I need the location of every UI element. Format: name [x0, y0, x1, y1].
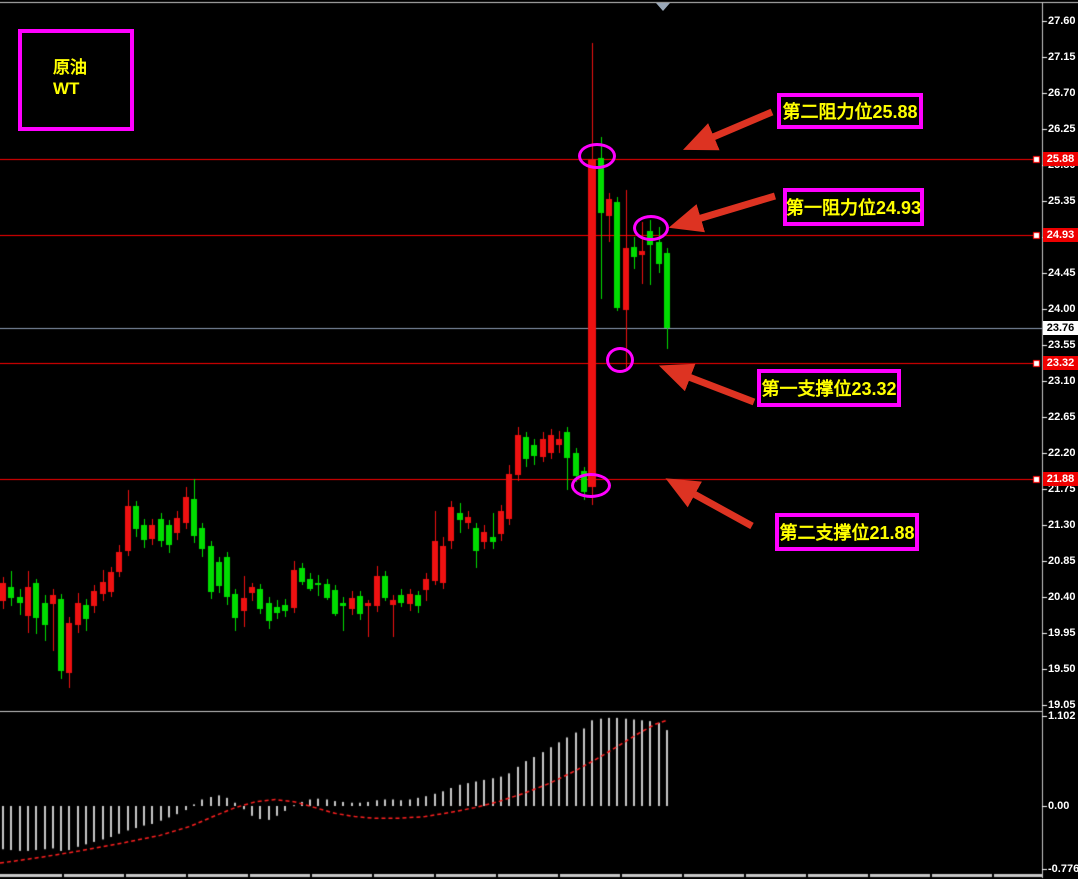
symbol-code: WT [53, 79, 80, 98]
annotation-box-resistance-1: 第一阻力位24.93 [783, 188, 924, 226]
annotation-label: 第二支撑位21.88 [779, 523, 915, 543]
y-tick-label: 23.10 [1048, 375, 1076, 387]
price-axis[interactable] [1042, 0, 1078, 879]
highlight-ellipse-support-1 [606, 347, 634, 373]
y-tick-label: 27.60 [1048, 15, 1076, 27]
symbol-name: 原油 [53, 58, 87, 77]
y-tick-label: 27.15 [1048, 51, 1076, 63]
y-tick-label: 23.55 [1048, 339, 1076, 351]
y-tick-label: 21.75 [1048, 483, 1076, 495]
annotation-label: 第一阻力位24.93 [785, 198, 922, 218]
macd-tick-label: 1.102 [1048, 710, 1076, 722]
highlight-ellipse-support-2 [571, 473, 611, 498]
y-tick-label: 20.40 [1048, 591, 1076, 603]
y-tick-label: 24.45 [1048, 267, 1076, 279]
symbol-label-box: 原油 WT [18, 29, 134, 131]
annotation-box-support-1: 第一支撑位23.32 [757, 369, 901, 407]
price-level-badge-resistance-1: 24.93 [1043, 228, 1078, 242]
highlight-ellipse-resistance-1 [633, 215, 669, 241]
y-tick-label: 25.35 [1048, 195, 1076, 207]
time-axis[interactable] [0, 872, 1042, 879]
y-tick-label: 19.05 [1048, 699, 1076, 711]
scroll-indicator-icon[interactable] [656, 3, 670, 11]
current-price-badge: 23.76 [1043, 321, 1078, 335]
y-tick-label: 26.25 [1048, 123, 1076, 135]
annotation-box-resistance-2: 第二阻力位25.88 [777, 93, 923, 129]
annotation-label: 第二阻力位25.88 [782, 102, 918, 122]
y-tick-label: 26.70 [1048, 87, 1076, 99]
y-tick-label: 22.65 [1048, 411, 1076, 423]
price-level-badge-resistance-2: 25.88 [1043, 152, 1078, 166]
macd-tick-label: -0.776 [1048, 863, 1078, 875]
annotation-box-support-2: 第二支撑位21.88 [775, 513, 919, 551]
y-tick-label: 19.50 [1048, 663, 1076, 675]
y-tick-label: 24.00 [1048, 303, 1076, 315]
y-tick-label: 21.30 [1048, 519, 1076, 531]
highlight-ellipse-resistance-2 [578, 143, 616, 169]
price-level-badge-support-2: 21.88 [1043, 472, 1078, 486]
y-tick-label: 22.20 [1048, 447, 1076, 459]
annotation-label: 第一支撑位23.32 [761, 379, 897, 399]
price-level-badge-support-1: 23.32 [1043, 356, 1078, 370]
macd-tick-label: 0.00 [1048, 800, 1070, 812]
y-tick-label: 19.95 [1048, 627, 1076, 639]
y-tick-label: 20.85 [1048, 555, 1076, 567]
